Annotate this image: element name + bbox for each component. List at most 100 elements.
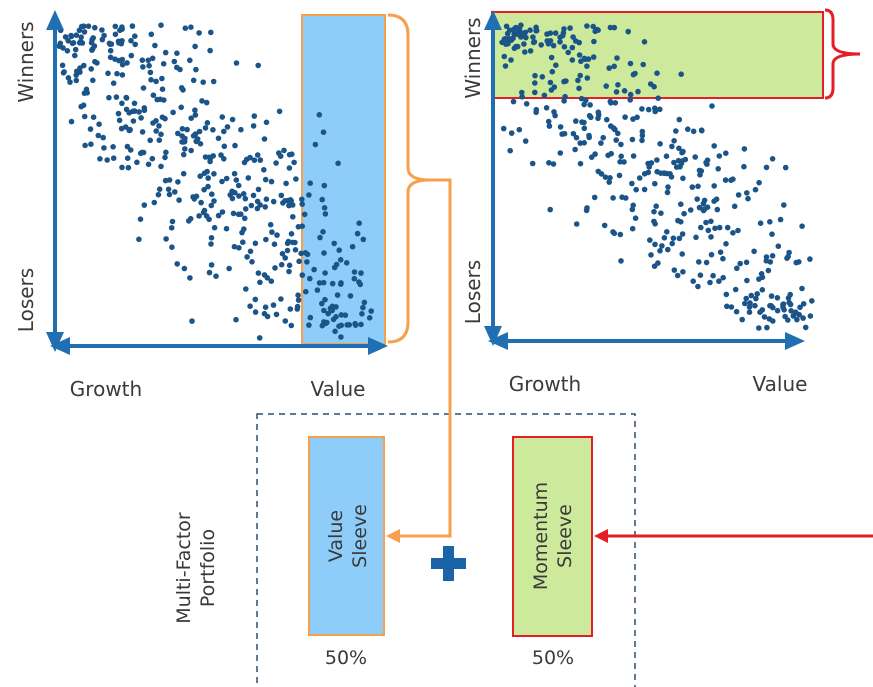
scatter-dot <box>577 140 583 146</box>
scatter-dot <box>298 250 304 257</box>
scatter-dot <box>254 205 261 212</box>
scatter-dot <box>774 307 781 314</box>
scatter-dot <box>741 163 747 170</box>
scatter-dot <box>722 177 729 183</box>
left-y-axis-arrow-up <box>46 10 64 30</box>
scatter-dot <box>521 41 527 47</box>
scatter-dot <box>64 48 71 54</box>
scatter-dot <box>763 254 770 260</box>
scatter-dot <box>268 278 275 285</box>
scatter-dot <box>112 23 119 30</box>
scatter-dot <box>797 304 803 311</box>
scatter-dot <box>784 255 790 261</box>
scatter-dot <box>338 334 344 340</box>
scatter-dot <box>136 236 142 243</box>
scatter-dot <box>595 168 602 175</box>
scatter-dot <box>178 85 185 91</box>
scatter-dot <box>282 318 289 324</box>
scatter-dot <box>147 137 153 144</box>
scatter-dot <box>302 250 309 256</box>
scatter-dot <box>678 71 684 77</box>
scatter-dot <box>198 199 204 206</box>
scatter-dot <box>732 286 739 293</box>
left-scatter-plot: Winners Losers Growth Value <box>14 10 431 401</box>
scatter-dot <box>591 194 598 201</box>
scatter-dot <box>204 120 211 126</box>
scatter-dot <box>519 89 525 96</box>
scatter-dot <box>99 36 106 43</box>
scatter-dot <box>229 116 236 123</box>
scatter-dot <box>769 156 776 162</box>
scatter-dot <box>503 23 510 30</box>
scatter-dot <box>149 155 156 162</box>
scatter-dot <box>539 74 546 80</box>
right-y-axis-arrow-up <box>484 10 502 30</box>
scatter-dot <box>199 98 205 104</box>
scatter-dot <box>723 241 729 247</box>
scatter-dot <box>716 224 723 231</box>
scatter-dot <box>712 225 718 232</box>
scatter-dot <box>676 235 683 242</box>
scatter-dot <box>163 236 169 242</box>
scatter-dot <box>607 24 614 31</box>
left-x-left-label: Growth <box>70 377 142 401</box>
scatter-dot <box>306 322 312 328</box>
scatter-dot <box>255 62 261 69</box>
scatter-dot <box>786 299 792 306</box>
scatter-dot <box>618 153 624 160</box>
scatter-dot <box>73 77 80 84</box>
scatter-dot <box>247 154 253 161</box>
scatter-dot <box>151 199 158 206</box>
scatter-dot <box>641 171 648 177</box>
scatter-dot <box>128 37 134 44</box>
scatter-dot <box>356 279 362 285</box>
scatter-dot <box>654 157 660 163</box>
scatter-dot <box>162 177 169 184</box>
scatter-dot <box>522 49 528 55</box>
scatter-dot <box>584 205 590 211</box>
scatter-dot <box>630 153 637 159</box>
scatter-dot <box>715 166 721 172</box>
scatter-dot <box>321 307 327 314</box>
scatter-dot <box>757 220 764 226</box>
scatter-dot <box>191 196 198 202</box>
scatter-dot <box>678 201 684 207</box>
scatter-dot <box>299 223 306 229</box>
scatter-dot <box>152 42 158 49</box>
scatter-dot <box>775 243 782 249</box>
right-y-bottom-label: Losers <box>461 260 485 324</box>
scatter-dot <box>787 291 793 298</box>
scatter-dot <box>82 142 88 149</box>
scatter-dot <box>716 278 722 285</box>
scatter-dot <box>188 24 194 31</box>
scatter-dot <box>236 245 242 251</box>
scatter-dot <box>285 238 292 245</box>
scatter-dot <box>211 198 217 204</box>
scatter-dot <box>745 195 751 202</box>
scatter-dot <box>690 128 697 135</box>
scatter-dot <box>247 303 253 310</box>
scatter-dot <box>230 210 237 217</box>
scatter-dot <box>610 195 616 201</box>
left-y-bottom-label: Losers <box>14 268 38 332</box>
scatter-dot <box>153 78 159 85</box>
value-bracket <box>387 13 431 344</box>
scatter-dot <box>119 61 126 68</box>
scatter-dot <box>768 293 775 299</box>
scatter-dot <box>321 250 327 256</box>
scatter-dot <box>584 75 591 81</box>
scatter-dot <box>106 94 112 101</box>
scatter-dot <box>115 110 122 117</box>
scatter-dot <box>590 23 596 30</box>
scatter-dot <box>336 247 343 253</box>
scatter-dot <box>601 222 608 229</box>
scatter-dot <box>786 249 792 256</box>
scatter-dot <box>316 112 323 118</box>
scatter-dot <box>606 65 612 71</box>
scatter-dot <box>262 204 269 210</box>
scatter-dot <box>581 101 587 108</box>
scatter-dot <box>681 210 687 217</box>
scatter-dot <box>263 119 270 126</box>
scatter-dot <box>168 225 175 231</box>
scatter-dot <box>639 128 646 135</box>
